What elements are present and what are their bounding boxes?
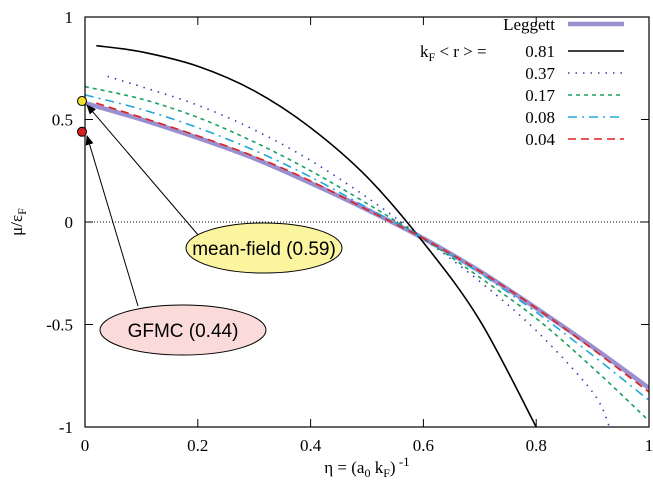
- annotation-bubble-gfmc: [99, 304, 267, 356]
- legend-label-0-37: 0.37: [525, 64, 555, 83]
- x-tick-label: 0.4: [300, 436, 322, 455]
- series-line-0-04: [96, 102, 649, 393]
- x-axis-label: η = (a0 kF) -1: [324, 454, 409, 480]
- annotation-arrow-mean-field: [86, 104, 200, 237]
- legend-label-leggett: Leggett: [503, 15, 555, 34]
- legend-header: kF < r > =: [420, 42, 487, 64]
- series-line-0-81: [96, 44, 537, 427]
- y-tick-label: 0: [65, 213, 74, 232]
- point-gfmc: [77, 126, 87, 137]
- series-line-0-37: [107, 75, 611, 427]
- y-axis-label: μ/εF: [7, 208, 29, 236]
- x-tick-label: 0.6: [413, 436, 434, 455]
- y-tick-label: -0.5: [46, 316, 73, 335]
- x-tick-label: 1: [645, 436, 653, 455]
- legend-label-0-08: 0.08: [525, 108, 555, 127]
- y-tick-label: 1: [65, 8, 74, 27]
- y-tick-label: -1: [59, 418, 73, 437]
- annotation-label-gfmc: GFMC (0.44): [128, 321, 239, 342]
- x-tick-label: 0.8: [526, 436, 547, 455]
- point-mean-field: [77, 96, 87, 107]
- legend-label-0-81: 0.81: [525, 42, 555, 61]
- series-line-0-08: [85, 94, 649, 402]
- x-tick-label: 0: [81, 436, 90, 455]
- y-tick-label: 0.5: [52, 111, 73, 130]
- annotation-label-mean-field: mean-field (0.59): [192, 239, 336, 260]
- legend-label-0-17: 0.17: [525, 86, 555, 105]
- series-line-0-17: [85, 85, 649, 422]
- legend-label-0-04: 0.04: [525, 130, 555, 149]
- annotation-arrow-gfmc: [85, 134, 139, 307]
- x-tick-label: 0.2: [187, 436, 208, 455]
- annotation-bubble-mean-field: [185, 222, 343, 274]
